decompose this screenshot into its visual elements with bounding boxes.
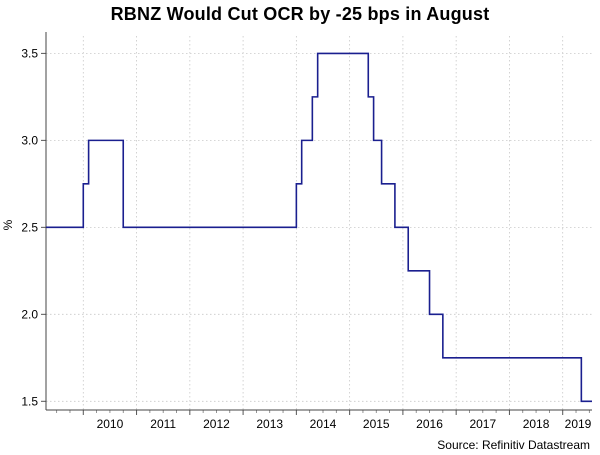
- y-tick-label: 1.5: [21, 394, 38, 408]
- x-tick-label: 2011: [150, 417, 176, 431]
- ocr-series-line: [46, 52, 592, 403]
- axes: [41, 32, 592, 415]
- source-note: Source: Refinitiv Datastream: [437, 438, 590, 452]
- y-tick-label: 3.0: [21, 133, 38, 147]
- x-tick-label: 2016: [416, 417, 443, 431]
- series-line-group: [46, 52, 592, 403]
- x-tick-label: 2015: [363, 417, 390, 431]
- gridlines: [46, 36, 592, 410]
- y-tick-label: 2.0: [21, 307, 38, 321]
- tick-labels: 1.5 2.0 2.5 3.0 3.5 2010 2011 2012 2013 2014 2015 2…: [21, 46, 591, 431]
- x-tick-label: 2017: [469, 417, 496, 431]
- x-tick-label: 2019: [565, 417, 592, 431]
- x-tick-label: 2013: [256, 417, 283, 431]
- y-axis-label: %: [1, 219, 15, 230]
- x-tick-label: 2014: [310, 417, 337, 431]
- y-tick-label: 3.5: [21, 46, 38, 60]
- chart-title: RBNZ Would Cut OCR by -25 bps in August: [110, 4, 490, 24]
- y-tick-label: 2.5: [21, 220, 38, 234]
- x-tick-label: 2018: [523, 417, 550, 431]
- x-tick-label: 2012: [203, 417, 230, 431]
- x-tick-label: 2010: [97, 417, 124, 431]
